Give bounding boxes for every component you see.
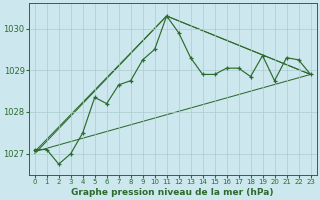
X-axis label: Graphe pression niveau de la mer (hPa): Graphe pression niveau de la mer (hPa) (71, 188, 274, 197)
